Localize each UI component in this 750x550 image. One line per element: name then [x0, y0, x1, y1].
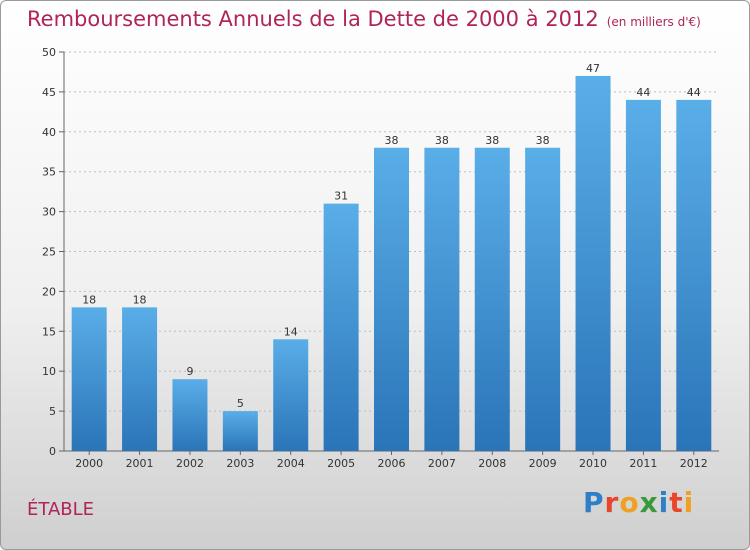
- bar-value-label: 47: [586, 62, 600, 75]
- logo-letter: o: [619, 486, 640, 519]
- chart-title: Remboursements Annuels de la Dette de 20…: [27, 7, 701, 31]
- title-text: Remboursements Annuels de la Dette de 20…: [27, 7, 599, 31]
- proxiti-logo[interactable]: Proxiti: [583, 486, 694, 519]
- y-tick-label: 40: [42, 126, 56, 139]
- bar-value-label: 9: [186, 365, 193, 378]
- x-tick-label: 2000: [75, 457, 103, 470]
- logo-letter: i: [658, 486, 670, 519]
- x-tick-label: 2012: [680, 457, 708, 470]
- y-tick-label: 0: [49, 445, 56, 458]
- bar: [424, 147, 460, 451]
- x-tick-label: 2011: [629, 457, 657, 470]
- bar: [273, 339, 309, 451]
- y-tick-label: 5: [49, 405, 56, 418]
- bar-value-label: 44: [687, 86, 701, 99]
- place-label: ÉTABLE: [27, 499, 95, 520]
- logo-letter: x: [639, 486, 659, 519]
- bar-value-label: 38: [536, 134, 550, 147]
- x-tick-label: 2007: [428, 457, 456, 470]
- y-tick-label: 30: [42, 206, 56, 219]
- x-tick-label: 2008: [478, 457, 506, 470]
- x-tick-label: 2001: [126, 457, 154, 470]
- bar: [71, 307, 107, 451]
- x-tick-label: 2002: [176, 457, 204, 470]
- x-tick-label: 2006: [378, 457, 406, 470]
- y-tick-label: 15: [42, 325, 56, 338]
- bar: [625, 99, 661, 451]
- bar: [172, 379, 208, 451]
- logo-letter: i: [683, 486, 695, 519]
- bar-value-label: 14: [284, 325, 298, 338]
- y-tick-label: 45: [42, 86, 56, 99]
- bar-value-label: 38: [385, 134, 399, 147]
- bar: [374, 147, 409, 451]
- bar: [525, 147, 561, 451]
- y-tick-label: 50: [42, 46, 56, 59]
- bar-value-label: 38: [485, 134, 499, 147]
- bar: [222, 411, 258, 451]
- x-tick-label: 2003: [226, 457, 254, 470]
- y-tick-label: 35: [42, 166, 56, 179]
- unit-note: (en milliers d'€): [606, 15, 701, 29]
- x-tick-label: 2010: [579, 457, 607, 470]
- x-tick-label: 2009: [529, 457, 557, 470]
- logo-letter: r: [604, 486, 620, 519]
- bar: [323, 203, 359, 451]
- y-tick-label: 20: [42, 285, 56, 298]
- bar-value-label: 18: [133, 293, 147, 306]
- x-tick-label: 2004: [277, 457, 305, 470]
- bar: [474, 147, 510, 451]
- bar-value-label: 5: [237, 397, 244, 410]
- y-tick-label: 10: [42, 365, 56, 378]
- bar: [575, 75, 611, 451]
- x-tick-label: 2005: [327, 457, 355, 470]
- bar: [676, 99, 712, 451]
- bar-value-label: 44: [636, 86, 650, 99]
- logo-letter: P: [583, 486, 605, 519]
- bars: [71, 75, 712, 451]
- y-tick-label: 25: [42, 246, 56, 259]
- bar-value-label: 31: [334, 190, 348, 203]
- labels: 0 5 10 15 20 25 30 35 40 45 50 18 2000 18 2001 9 2002 5 20…: [42, 46, 708, 470]
- bar-value-label: 38: [435, 134, 449, 147]
- bar-value-label: 18: [82, 293, 96, 306]
- bar: [122, 307, 158, 451]
- logo-letter: t: [669, 486, 684, 519]
